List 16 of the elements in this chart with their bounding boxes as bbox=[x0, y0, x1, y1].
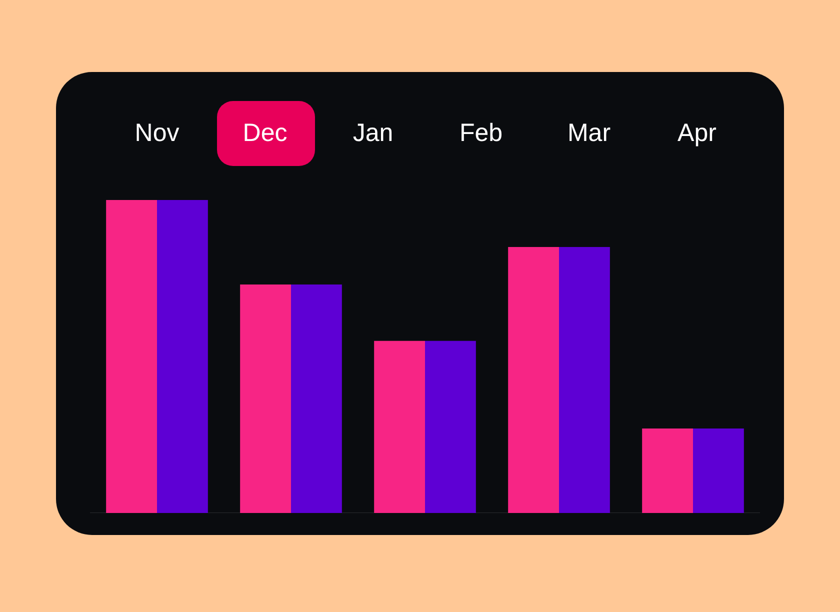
bar bbox=[157, 200, 208, 513]
bar bbox=[693, 428, 744, 513]
text: Nov bbox=[134, 119, 180, 147]
text: Dec bbox=[242, 119, 288, 147]
bar bbox=[559, 246, 610, 513]
bar bbox=[508, 246, 559, 513]
bar bbox=[642, 428, 693, 513]
bar bbox=[291, 284, 342, 513]
bar bbox=[240, 284, 291, 513]
text: Feb bbox=[459, 119, 503, 147]
bar bbox=[425, 340, 476, 513]
text: Mar bbox=[567, 119, 611, 147]
bar bbox=[106, 200, 157, 513]
text: Apr bbox=[678, 119, 716, 147]
text: Jan bbox=[352, 119, 394, 147]
bar bbox=[374, 340, 425, 513]
